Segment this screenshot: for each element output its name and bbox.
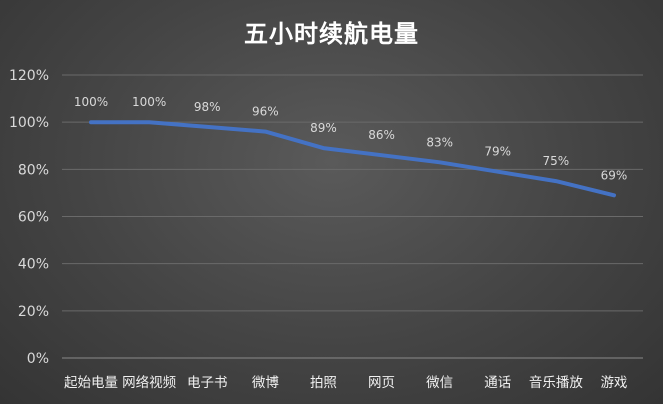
series-line-group — [89, 120, 616, 198]
x-category-label: 起始电量 — [64, 375, 118, 391]
x-category-label: 拍照 — [310, 375, 337, 391]
x-axis-category-labels: 起始电量 网络视频 电子书 微博 拍照 网页 微信 通话 音乐播放 游戏 — [64, 374, 627, 391]
data-label: 79% — [484, 145, 511, 159]
x-category-label: 微信 — [426, 375, 453, 391]
series-line — [89, 120, 616, 198]
x-category-label: 电子书 — [187, 375, 228, 391]
x-category-label: 音乐播放 — [529, 374, 583, 391]
data-label: 89% — [310, 121, 337, 135]
y-tick-label: 60% — [18, 210, 49, 226]
y-tick-label: 40% — [18, 257, 49, 273]
data-label: 100% — [74, 95, 108, 109]
y-tick-label: 80% — [18, 162, 49, 178]
x-category-label: 网页 — [368, 375, 395, 391]
data-label: 100% — [132, 95, 166, 109]
data-label: 69% — [601, 168, 628, 182]
y-tick-label: 20% — [18, 304, 49, 320]
y-tick-label: 0% — [27, 351, 49, 367]
y-axis-tick-labels: 0% 20% 40% 60% 80% 100% 120% — [9, 68, 49, 367]
x-category-label: 网络视频 — [122, 375, 176, 391]
y-tick-label: 100% — [9, 115, 49, 131]
data-label: 86% — [368, 128, 395, 142]
data-label: 98% — [194, 100, 221, 114]
x-category-label: 游戏 — [600, 375, 627, 391]
data-label: 96% — [252, 105, 279, 119]
x-category-label: 通话 — [484, 375, 511, 391]
data-label: 83% — [426, 135, 453, 149]
data-label: 75% — [543, 154, 570, 168]
gridlines — [62, 74, 643, 359]
x-category-label: 微博 — [252, 374, 279, 391]
y-tick-label: 120% — [9, 68, 49, 84]
chart-title: 五小时续航电量 — [244, 20, 419, 48]
data-labels: 100% 100% 98% 96% 89% 86% 83% 79% 75% 69% — [74, 95, 627, 182]
